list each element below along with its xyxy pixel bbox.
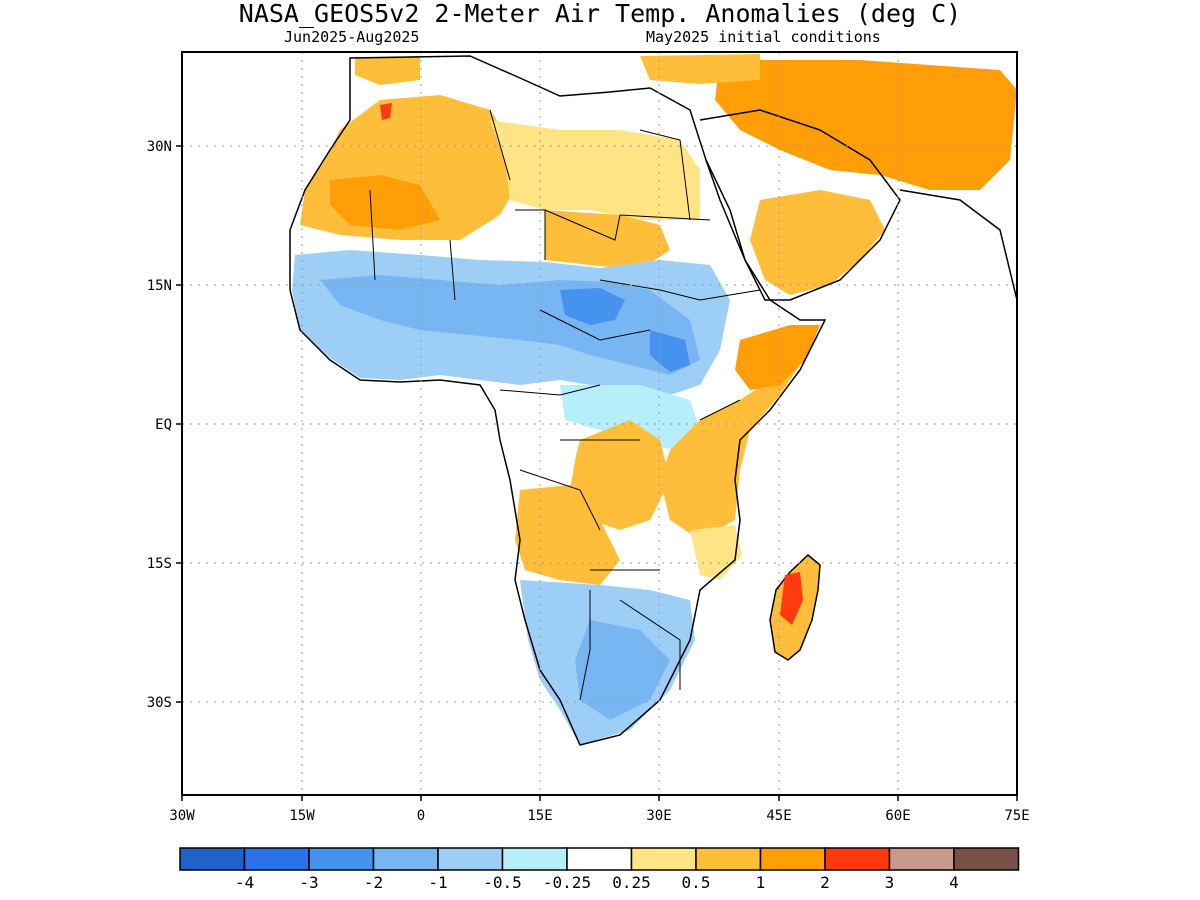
lon-label: 15E [527, 808, 552, 824]
lat-label: 30N [147, 139, 172, 155]
country-borders [369, 109, 761, 701]
northwest-hot-spot [330, 175, 440, 230]
longitude-labels: 30W 15W 0 15E 30E 45E 60E 75E [169, 808, 1029, 824]
lon-label: 60E [885, 808, 910, 824]
colorbar-tick-label: 0.25 [612, 873, 651, 892]
colorbar-tick-label: -1 [428, 873, 447, 892]
congo-warm-anomaly [570, 420, 670, 530]
central-africa-slight-cool [560, 385, 700, 450]
colorbar-swatch [759, 847, 826, 871]
colorbar-tick-label: -2 [364, 873, 383, 892]
colorbar-swatch [566, 847, 633, 871]
lon-label: 45E [766, 808, 791, 824]
colorbar-tick-label: -0.5 [483, 873, 522, 892]
lon-label: 30W [169, 808, 195, 824]
colorbar-swatch [179, 847, 246, 871]
colorbar-swatch [372, 847, 439, 871]
colorbar-swatch [501, 847, 568, 871]
morocco-hot-spot [380, 103, 392, 120]
lon-label: 15W [289, 808, 315, 824]
colorbar-labels: -4 -3 -2 -1 -0.5 -0.25 0.25 0.5 1 2 3 4 [235, 873, 959, 892]
angola-warm-anomaly [515, 485, 620, 585]
lat-label: 15N [147, 278, 172, 294]
lon-label: 75E [1004, 808, 1029, 824]
map-content [289, 52, 1017, 746]
tick-marks [176, 145, 1018, 801]
colorbar-tick-label: -4 [235, 873, 254, 892]
coastlines [289, 55, 1017, 746]
colorbar-tick-label: -3 [299, 873, 318, 892]
forecast-period: Jun2025-Aug2025 [284, 28, 420, 46]
middle-east-hot-anomaly [715, 60, 1017, 190]
south-sudan-cold [650, 330, 690, 372]
mozambique-warm [690, 525, 742, 580]
madagascar-hot-spot [780, 572, 803, 625]
colorbar-tick-label: 4 [949, 873, 959, 892]
central-cold-core [560, 288, 625, 325]
colorbar-tick-label: -0.25 [543, 873, 591, 892]
colorbar-tick-label: 1 [756, 873, 766, 892]
lon-label: 30E [646, 808, 671, 824]
eastern-europe-warm [640, 54, 760, 84]
latitude-labels: 30N 15N EQ 15S 30S [147, 139, 172, 711]
map-title: NASA_GEOS5v2 2-Meter Air Temp. Anomalies… [238, 0, 962, 28]
colorbar-swatch [953, 847, 1020, 871]
southern-africa-cold-core [575, 620, 670, 720]
initial-conditions: May2025 initial conditions [646, 28, 881, 46]
arabia-warm-anomaly [750, 190, 885, 295]
colorbar-swatch [824, 847, 891, 871]
horn-hot-anomaly [735, 325, 820, 390]
lat-label: EQ [155, 417, 172, 433]
colorbar [179, 847, 1020, 871]
lon-label: 0 [417, 808, 425, 824]
colorbar-swatch [243, 847, 310, 871]
colorbar-swatch [308, 847, 375, 871]
sahel-warm-band [545, 210, 670, 270]
lat-label: 15S [147, 556, 172, 572]
colorbar-tick-label: 0.5 [682, 873, 711, 892]
graticule [182, 52, 1017, 795]
colorbar-tick-label: 2 [820, 873, 830, 892]
colorbar-swatch [695, 847, 762, 871]
colorbar-swatch [437, 847, 504, 871]
lat-label: 30S [147, 695, 172, 711]
north-coast-warm [355, 56, 420, 85]
colorbar-swatch [888, 847, 955, 871]
sahara-slight-warm [490, 120, 700, 220]
colorbar-tick-label: 3 [885, 873, 895, 892]
colorbar-swatch [630, 847, 697, 871]
